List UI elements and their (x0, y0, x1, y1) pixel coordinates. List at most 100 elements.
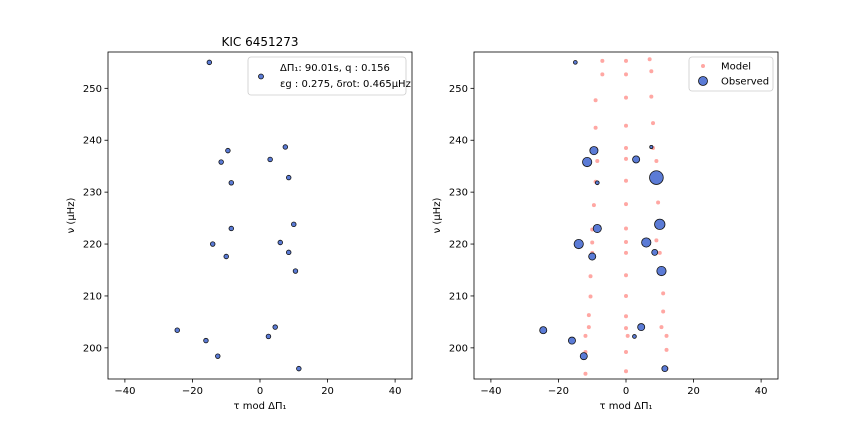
model-point (624, 273, 628, 278)
x-tick-label: 40 (389, 386, 402, 397)
observed-point (579, 352, 588, 361)
model-point (624, 146, 628, 151)
x-tick-label: 0 (257, 386, 263, 397)
x-tick-label: −20 (182, 386, 203, 397)
model-point (624, 72, 628, 77)
observed-point (641, 237, 652, 248)
left-panel-ticks: −40 −20 0 20 40 200 210 220 230 240 250 (83, 84, 402, 397)
model-point (590, 240, 595, 245)
observed-point (267, 156, 273, 163)
y-tick-label: 250 (83, 84, 102, 95)
x-tick-label: 0 (623, 386, 629, 397)
observed-point (286, 174, 292, 181)
left-panel-ylabel: ν (μHz) (66, 198, 77, 234)
observed-point (292, 268, 299, 274)
model-point (600, 72, 605, 77)
model-point (600, 58, 605, 63)
model-point (654, 238, 659, 243)
model-point (656, 200, 661, 205)
observed-point (296, 365, 302, 372)
x-tick-label: 20 (687, 386, 700, 397)
y-tick-label: 220 (83, 240, 102, 251)
model-point (624, 369, 628, 374)
model-point (624, 293, 628, 298)
observed-point (218, 159, 224, 165)
model-point (624, 123, 628, 128)
model-point (649, 94, 654, 99)
model-point (593, 125, 598, 130)
model-point (624, 58, 628, 63)
observed-point (651, 248, 659, 256)
x-tick-label: −20 (548, 386, 569, 397)
legend: Model Observed (688, 56, 774, 92)
model-point (624, 314, 628, 319)
x-tick-label: 20 (321, 386, 334, 397)
model-point (659, 325, 664, 330)
model-point (664, 347, 669, 352)
y-tick-label: 200 (83, 343, 102, 354)
model-point (588, 274, 593, 279)
observed-point (174, 327, 180, 333)
observed-point (589, 146, 599, 156)
annotation-marker (258, 73, 264, 80)
model-point (624, 95, 628, 100)
y-tick-label: 230 (83, 188, 102, 199)
observed-point (225, 147, 231, 154)
y-tick-label: 210 (449, 291, 468, 302)
annotation-line-1: ΔΠ₁: 90.01s, q : 0.156 (280, 63, 390, 74)
y-tick-label: 230 (449, 188, 468, 199)
x-tick-label: −40 (480, 386, 501, 397)
observed-point (573, 60, 578, 65)
y-tick-label: 240 (449, 136, 468, 147)
legend-box (688, 56, 774, 92)
observed-point (632, 155, 641, 164)
model-point (657, 250, 662, 255)
observed-point (592, 223, 602, 233)
left-panel-frame (107, 51, 413, 380)
x-tick-label: −40 (114, 386, 135, 397)
observed-point (649, 170, 664, 185)
observed-point (573, 238, 584, 250)
annotation-line-2: εg : 0.275, δrot: 0.465μHz (280, 79, 411, 90)
observed-point (203, 337, 209, 344)
y-tick-label: 220 (449, 240, 468, 251)
observed-point (272, 324, 278, 330)
left-panel-annotation: ΔΠ₁: 90.01s, q : 0.156 εg : 0.275, δrot:… (247, 56, 411, 96)
observed-point (661, 365, 669, 373)
model-point (654, 159, 659, 163)
observed-point (539, 326, 548, 335)
model-point (649, 69, 654, 74)
model-point (661, 309, 666, 314)
model-point (591, 203, 596, 208)
model-point (586, 325, 591, 330)
right-panel-ylabel: ν (μHz) (432, 198, 443, 234)
observed-point (286, 249, 292, 256)
right-panel-xlabel: τ mod ΔΠ₁ (600, 401, 653, 412)
legend-model-label: Model (721, 62, 751, 73)
observed-point (632, 334, 637, 339)
model-point (624, 326, 628, 331)
observed-point (215, 353, 221, 359)
model-point (624, 178, 628, 183)
observed-point (649, 144, 654, 150)
left-panel-xlabel: τ mod ΔΠ₁ (234, 401, 287, 412)
observed-point (206, 59, 213, 66)
y-tick-label: 250 (449, 84, 468, 95)
right-panel-ticks: −40 −20 0 20 40 200 210 220 230 240 250 (449, 84, 768, 397)
observed-point (637, 323, 646, 332)
observed-point (594, 180, 600, 186)
observed-point (265, 333, 272, 340)
model-point (588, 294, 593, 299)
model-point (664, 333, 669, 338)
model-point (624, 350, 628, 355)
model-point (624, 156, 628, 161)
observed-point (277, 239, 283, 246)
observed-point (654, 218, 666, 230)
model-point (593, 98, 598, 103)
legend-model-marker (701, 64, 705, 68)
model-point (624, 250, 628, 255)
y-tick-label: 210 (83, 291, 102, 302)
model-point (595, 159, 600, 163)
model-point (647, 57, 652, 62)
